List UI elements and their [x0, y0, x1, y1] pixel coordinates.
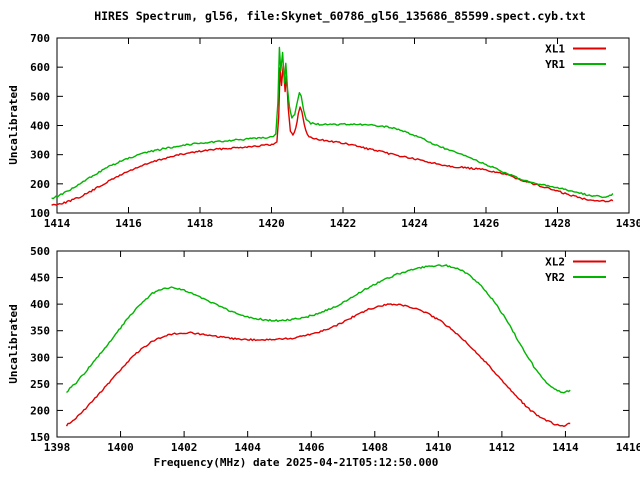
x-tick-label: 1402 — [171, 441, 198, 454]
legend-label-YR2: YR2 — [545, 271, 565, 284]
y-tick-label: 400 — [30, 298, 50, 311]
x-tick-label: 1416 — [115, 217, 142, 230]
legend-label-XL1: XL1 — [545, 43, 565, 56]
y-tick-label: 450 — [30, 272, 50, 285]
x-tick-label: 1418 — [187, 217, 214, 230]
x-tick-label: 1414 — [552, 441, 579, 454]
chart-title: HIRES Spectrum, gl56, file:Skynet_60786_… — [94, 9, 586, 23]
y-tick-label: 500 — [30, 90, 50, 103]
x-tick-label: 1412 — [489, 441, 516, 454]
x-axis-label: Frequency(MHz) date 2025-04-21T05:12:50.… — [153, 456, 439, 469]
y-tick-label: 200 — [30, 404, 50, 417]
y-tick-label: 300 — [30, 351, 50, 364]
y-tick-label: 600 — [30, 61, 50, 74]
x-tick-label: 1426 — [473, 217, 500, 230]
y-tick-label: 400 — [30, 120, 50, 133]
x-tick-label: 1430 — [616, 217, 640, 230]
y-tick-label: 350 — [30, 325, 50, 338]
y-tick-label: 500 — [30, 245, 50, 258]
x-tick-label: 1424 — [401, 217, 428, 230]
x-tick-label: 1404 — [234, 441, 261, 454]
x-tick-label: 1416 — [616, 441, 640, 454]
y-tick-label: 700 — [30, 32, 50, 45]
series-line-XL2 — [65, 303, 571, 427]
legend-label-XL2: XL2 — [545, 256, 565, 269]
y-tick-label: 200 — [30, 178, 50, 191]
x-tick-label: 1414 — [44, 217, 71, 230]
x-tick-label: 1398 — [44, 441, 71, 454]
x-tick-label: 1408 — [362, 441, 389, 454]
series-line-YR1 — [51, 46, 614, 200]
y-tick-label: 300 — [30, 149, 50, 162]
y-tick-label: 250 — [30, 378, 50, 391]
x-tick-label: 1428 — [544, 217, 571, 230]
plot-frame — [56, 250, 630, 438]
legend-label-YR1: YR1 — [545, 58, 565, 71]
x-tick-label: 1422 — [330, 217, 357, 230]
y-tick-label: 100 — [30, 207, 50, 220]
y-tick-label: 150 — [30, 431, 50, 444]
series-line-YR2 — [66, 264, 571, 394]
x-tick-label: 1410 — [425, 441, 452, 454]
series-line-XL1 — [51, 63, 614, 206]
x-tick-label: 1420 — [258, 217, 285, 230]
x-tick-label: 1400 — [107, 441, 134, 454]
x-tick-label: 1406 — [298, 441, 325, 454]
